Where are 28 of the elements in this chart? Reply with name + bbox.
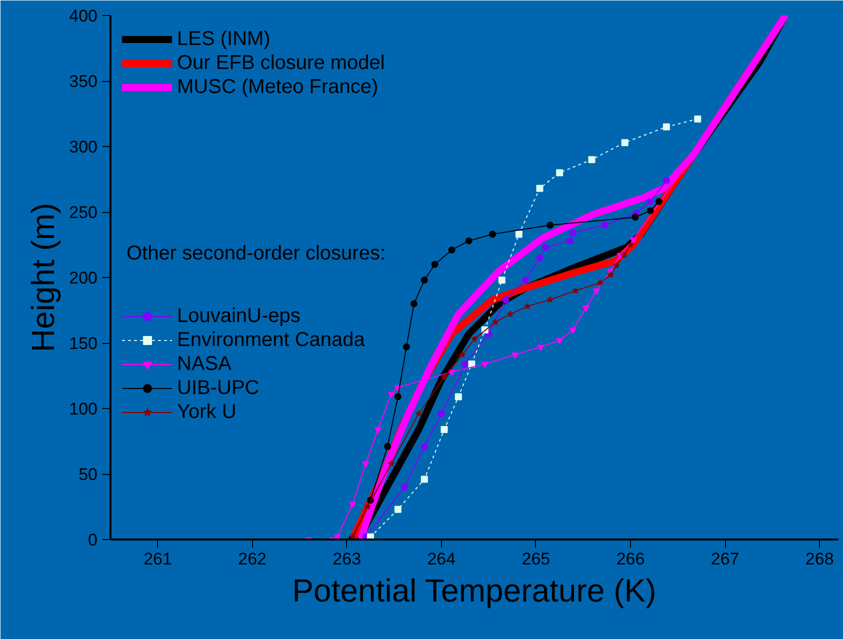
x-tick-label: 261 [144, 550, 172, 568]
y-tick-label: 0 [88, 530, 98, 550]
x-axis-title: Potential Temperature (K) [292, 572, 656, 608]
legend-label: LouvainU-eps [177, 304, 300, 328]
annotation: Other second-order closures: [126, 242, 386, 264]
y-tick-label: 50 [78, 465, 98, 484]
y-tick-label: 400 [69, 6, 98, 26]
x-tick-label: 266 [616, 550, 645, 568]
y-tick-label: 300 [69, 138, 98, 156]
y-tick-label: 150 [69, 334, 98, 353]
y-tick-label: 200 [69, 268, 98, 288]
legend-label: Our EFB closure model [177, 51, 385, 75]
x-tick-label: 262 [238, 550, 267, 568]
x-tick-label: 265 [522, 550, 550, 568]
legend-label: MUSC (Meteo France) [177, 75, 378, 99]
legend-label: NASA [177, 352, 232, 376]
legend-label: Environment Canada [177, 328, 365, 352]
y-tick-label: 100 [69, 400, 98, 418]
x-tick-label: 267 [710, 550, 740, 568]
legend-label: UIB-UPC [177, 376, 260, 400]
y-tick-label: 250 [69, 203, 98, 222]
legend-label: York U [177, 400, 236, 424]
x-tick-label: 263 [332, 550, 362, 568]
x-tick-label: 268 [805, 550, 834, 568]
y-tick-label: 350 [69, 72, 98, 91]
x-tick-label: 264 [427, 550, 456, 568]
y-axis-title: Height (m) [25, 202, 62, 352]
legend-label: LES (INM) [177, 27, 270, 51]
